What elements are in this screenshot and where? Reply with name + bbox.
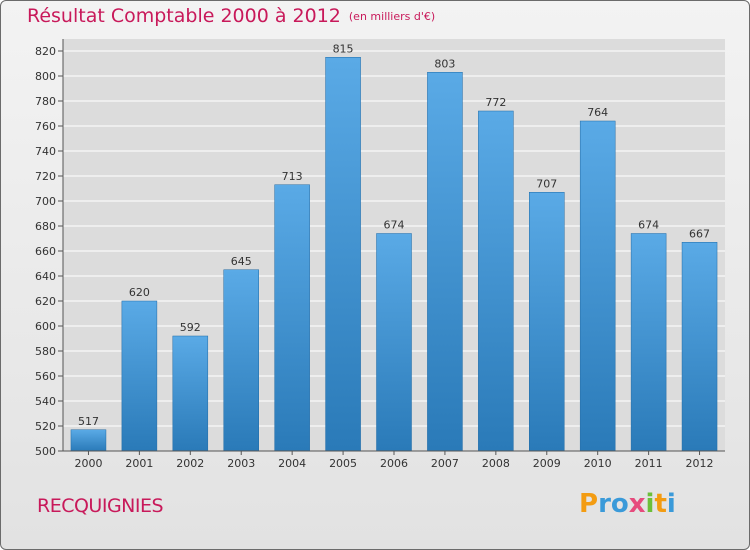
x-tick-label: 2000: [74, 457, 102, 470]
data-label: 764: [587, 106, 608, 119]
x-tick-label: 2009: [533, 457, 561, 470]
y-tick-label: 620: [35, 295, 56, 308]
logo-letter: x: [628, 489, 646, 519]
y-tick-label: 680: [35, 220, 56, 233]
data-label: 674: [384, 219, 405, 232]
data-label: 803: [434, 57, 455, 70]
data-label: 674: [638, 219, 659, 232]
x-tick-label: 2002: [176, 457, 204, 470]
bar: [376, 233, 412, 452]
y-tick-label: 800: [35, 70, 56, 83]
bar: [579, 120, 616, 452]
y-tick-label: 580: [35, 345, 56, 358]
y-tick-label: 740: [35, 145, 56, 158]
bar: [70, 429, 107, 452]
x-tick-label: 2007: [431, 457, 459, 470]
logo-letter: t: [654, 489, 667, 519]
y-tick-label: 660: [35, 245, 56, 258]
bar: [478, 110, 514, 452]
data-label: 713: [282, 170, 303, 183]
commune-name: RECQUIGNIES: [37, 495, 164, 517]
x-tick-label: 2004: [278, 457, 306, 470]
logo-letter: P: [579, 489, 599, 519]
y-tick-label: 720: [35, 170, 56, 183]
data-label: 815: [333, 42, 354, 55]
x-axis: 2000 2001 2002 2003 2004 2005 2006 2007 2008 2009…: [63, 450, 725, 470]
y-tick-label: 560: [35, 370, 56, 383]
x-tick-label: 2005: [329, 457, 357, 470]
y-tick-label: 640: [35, 270, 56, 283]
bars: 517 620 592 645 713 815 674 803 772 707 764 674 667: [70, 42, 718, 452]
logo-letter: i: [666, 489, 676, 519]
y-tick-label: 700: [35, 195, 56, 208]
y-axis: 500 520 540 560 580 600 620 640 660 680 700 720 740 7…: [35, 39, 64, 458]
y-tick-label: 780: [35, 95, 56, 108]
y-tick-label: 820: [35, 45, 56, 58]
data-label: 517: [78, 415, 99, 428]
data-label: 620: [129, 286, 150, 299]
bar: [681, 242, 718, 452]
logo-letter: r: [598, 489, 611, 519]
x-tick-label: 2001: [125, 457, 153, 470]
y-tick-label: 600: [35, 320, 56, 333]
bar: [121, 300, 158, 452]
bar: [274, 184, 310, 452]
data-label: 772: [485, 96, 506, 109]
logo-letter: i: [645, 489, 655, 519]
y-tick-label: 520: [35, 420, 56, 433]
proxiti-logo: Proxiti: [579, 489, 676, 519]
x-tick-label: 2006: [380, 457, 408, 470]
data-label: 645: [231, 255, 252, 268]
data-label: 707: [536, 177, 557, 190]
x-tick-label: 2008: [482, 457, 510, 470]
bar: [630, 233, 667, 452]
bar: [529, 192, 565, 452]
logo-letter: o: [610, 489, 629, 519]
y-tick-label: 760: [35, 120, 56, 133]
bar: [427, 72, 463, 452]
x-tick-label: 2011: [635, 457, 663, 470]
chart-title: Résultat Comptable 2000 à 2012 (en millie…: [27, 5, 435, 27]
bar: [172, 335, 209, 452]
x-tick-label: 2012: [686, 457, 714, 470]
y-tick-label: 540: [35, 395, 56, 408]
x-tick-label: 2010: [584, 457, 612, 470]
chart-title-main: Résultat Comptable 2000 à 2012: [27, 5, 341, 27]
y-tick-label: 500: [35, 445, 56, 458]
bar: [223, 269, 259, 452]
data-label: 667: [689, 227, 710, 240]
bar: [325, 57, 361, 452]
chart-title-unit: (en milliers d'€): [348, 10, 436, 23]
data-label: 592: [180, 321, 201, 334]
x-tick-label: 2003: [227, 457, 255, 470]
